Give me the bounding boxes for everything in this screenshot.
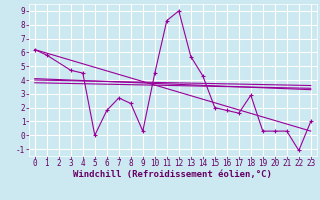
- X-axis label: Windchill (Refroidissement éolien,°C): Windchill (Refroidissement éolien,°C): [73, 170, 272, 179]
